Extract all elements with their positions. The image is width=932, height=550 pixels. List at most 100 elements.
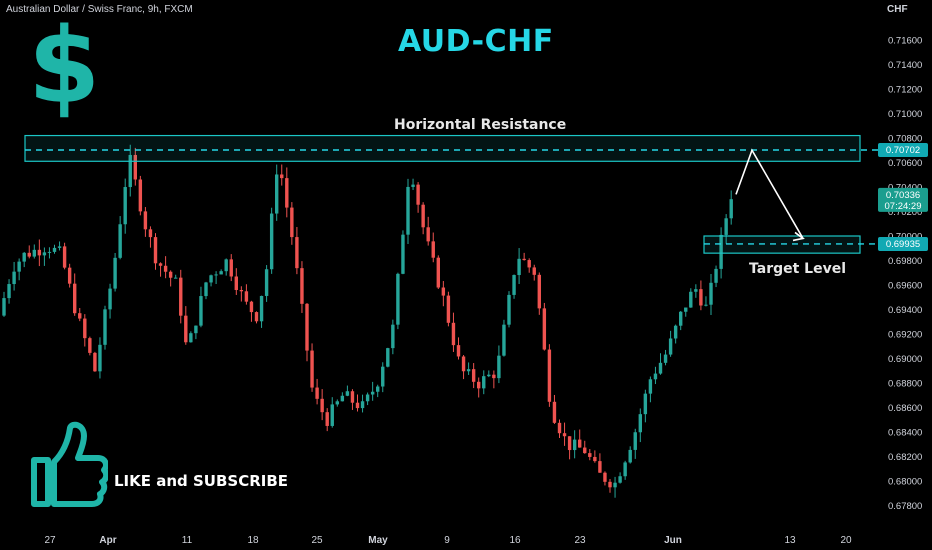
candle-body xyxy=(396,273,400,325)
candle-body xyxy=(27,252,31,257)
candle-body xyxy=(290,207,294,238)
candle-body xyxy=(189,333,193,343)
candle-body xyxy=(269,213,274,270)
candle-body xyxy=(67,267,72,284)
candle-body xyxy=(108,288,112,310)
candles xyxy=(2,144,733,498)
candle-body xyxy=(426,227,430,242)
candle-body xyxy=(547,349,552,402)
resistance-badge: 0.70702 xyxy=(878,143,928,158)
candle-body xyxy=(335,401,339,405)
y-tick-label: 0.70200 xyxy=(888,207,922,218)
candle-body xyxy=(456,345,461,357)
chart-title: AUD-CHF xyxy=(398,24,554,59)
candle-body xyxy=(679,311,683,326)
candle-body xyxy=(340,395,345,402)
candle-body xyxy=(502,324,506,356)
candle-body xyxy=(638,414,642,433)
last-price-badge-text: 0.70336 xyxy=(886,190,920,201)
candle-body xyxy=(370,391,375,395)
candle-body xyxy=(446,295,451,323)
projection-arrowhead xyxy=(792,231,805,242)
candle-body xyxy=(689,291,693,308)
y-tick-label: 0.71600 xyxy=(888,36,922,47)
candle-body xyxy=(598,461,602,473)
x-tick-label: 13 xyxy=(784,535,796,546)
candle-body xyxy=(613,482,617,488)
candle-body xyxy=(724,218,728,235)
time-axis: 27 Apr 11 18 25 May 9 16 23 Jun 13 20 xyxy=(44,535,852,546)
candle-body xyxy=(527,260,531,268)
candle-body xyxy=(57,246,62,248)
last-price-badge-text: 07:24:29 xyxy=(885,201,922,212)
x-tick-label: 25 xyxy=(311,535,323,546)
candle-body xyxy=(537,274,541,309)
y-tick-label: 0.69000 xyxy=(888,354,922,365)
candle-body xyxy=(522,258,526,261)
candle-body xyxy=(436,257,440,288)
candle-body xyxy=(113,257,117,289)
candle-body xyxy=(441,287,446,296)
candle-body xyxy=(487,374,491,377)
x-tick-label: 11 xyxy=(182,535,193,546)
candle-body xyxy=(209,275,213,283)
candle-body xyxy=(386,348,390,367)
candle-body xyxy=(482,376,486,389)
resistance-zone xyxy=(24,134,861,162)
candle-body xyxy=(709,282,713,305)
x-tick-label: 27 xyxy=(44,535,56,546)
candle-body xyxy=(588,453,592,457)
candle-body xyxy=(184,315,188,343)
candle-body xyxy=(466,369,471,372)
candle-body xyxy=(542,308,547,350)
candle-body xyxy=(229,259,233,277)
candle-body xyxy=(143,211,148,230)
candle-body xyxy=(224,259,228,272)
candle-body xyxy=(118,224,122,258)
candle-body xyxy=(98,344,102,372)
candle-body xyxy=(350,391,355,403)
candle-body xyxy=(148,229,153,238)
candle-body xyxy=(477,381,481,389)
symbol-header: Australian Dollar / Swiss Franc, 9h, FXC… xyxy=(6,4,193,15)
candle-body xyxy=(411,184,415,187)
cta-text: LIKE and SUBSCRIBE xyxy=(114,472,289,490)
x-tick-label: 20 xyxy=(840,535,852,546)
candle-body xyxy=(163,265,168,272)
candle-body xyxy=(32,249,36,257)
candle-body xyxy=(497,355,501,379)
y-tick-label: 0.69600 xyxy=(888,281,922,292)
thumbs-up-icon xyxy=(31,421,108,507)
candle-body xyxy=(133,154,137,180)
candle-body xyxy=(729,199,733,219)
candle-body xyxy=(345,391,350,396)
resistance-label: Horizontal Resistance xyxy=(394,117,567,133)
candle-body xyxy=(305,303,309,351)
candle-body xyxy=(42,252,47,256)
candle-body xyxy=(315,387,319,399)
candle-body xyxy=(280,174,284,179)
candle-body xyxy=(583,447,587,454)
target-label: Target Level xyxy=(749,261,847,277)
candle-body xyxy=(618,476,622,483)
candle-body xyxy=(78,313,82,319)
candle-body xyxy=(517,258,521,276)
last-price-badge-bg xyxy=(878,187,928,212)
x-tick-label: 23 xyxy=(574,535,586,546)
candle-body xyxy=(204,282,208,297)
candle-body xyxy=(719,234,723,269)
candle-body xyxy=(557,422,562,434)
candle-body xyxy=(578,439,582,448)
candle-body xyxy=(174,277,178,279)
candle-body xyxy=(648,379,653,394)
candle-body xyxy=(17,261,21,272)
x-tick-label: 18 xyxy=(247,535,259,546)
dollar-sign-icon: $ xyxy=(28,5,101,127)
candle-body xyxy=(673,325,678,339)
candle-body xyxy=(623,462,627,477)
candle-body xyxy=(320,398,324,413)
candle-body xyxy=(12,271,16,285)
candle-body xyxy=(295,237,299,269)
